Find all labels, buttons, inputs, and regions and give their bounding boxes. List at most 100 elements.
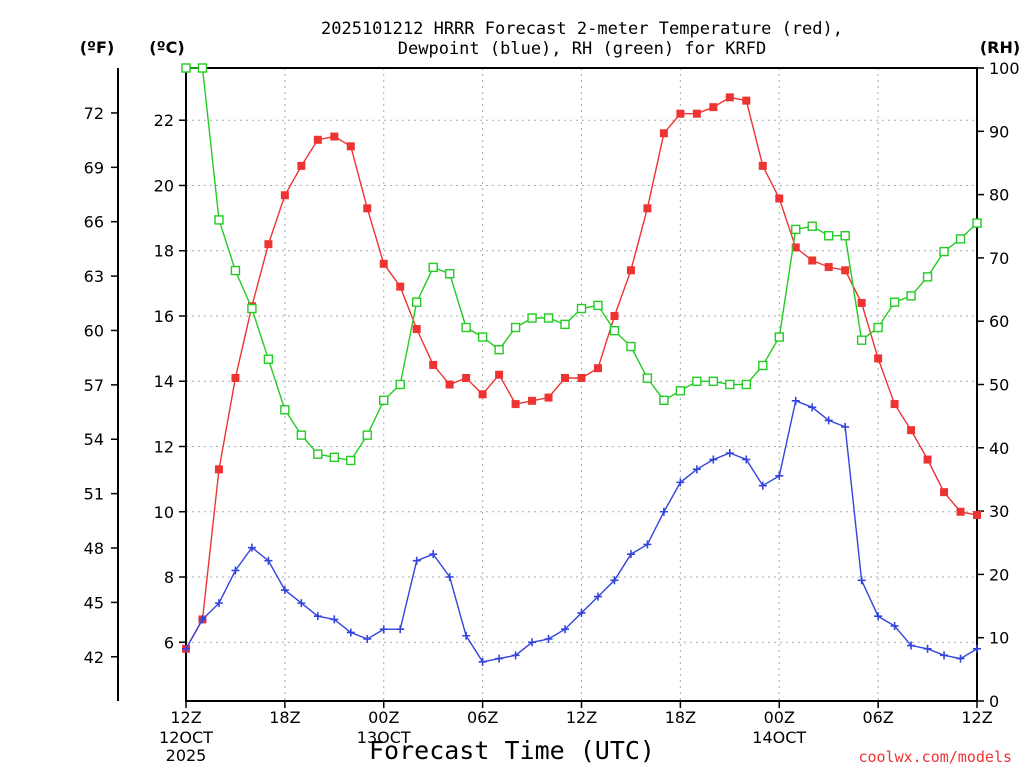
fahrenheit-tick-label: 48 xyxy=(84,539,104,558)
dewpoint-point xyxy=(956,654,965,663)
temperature-point xyxy=(907,426,916,435)
rh-point xyxy=(626,341,636,352)
rh-point xyxy=(873,322,883,333)
rh-tick-label: 90 xyxy=(989,122,1009,141)
dewpoint-point xyxy=(610,576,619,585)
fahrenheit-tick-label: 42 xyxy=(84,648,104,667)
x-tick-date-label: 12OCT xyxy=(159,728,213,747)
dewpoint-point xyxy=(643,540,652,549)
dewpoint-point xyxy=(676,478,685,487)
temperature-point xyxy=(956,507,965,516)
rh-point xyxy=(181,63,191,73)
temperature-point xyxy=(973,511,981,520)
dewpoint-point xyxy=(561,625,570,634)
data-series xyxy=(181,63,982,666)
temperature-point xyxy=(791,243,800,252)
rh-point xyxy=(263,354,274,364)
dewpoint-point xyxy=(692,465,701,474)
rh-point xyxy=(230,265,241,276)
x-tick-date-label: 13OCT xyxy=(357,728,411,747)
temperature-series xyxy=(182,93,981,653)
temperature-point xyxy=(429,360,438,369)
temperature-point xyxy=(396,282,405,291)
fahrenheit-tick-label: 63 xyxy=(84,267,104,286)
credit-link[interactable]: coolwx.com/models xyxy=(858,748,1012,766)
temperature-point xyxy=(330,132,339,141)
fahrenheit-tick-label: 69 xyxy=(84,158,104,177)
rh-point xyxy=(593,300,603,311)
x-axis-title: Forecast Time (UTC) xyxy=(369,736,655,765)
rh-point xyxy=(922,272,933,282)
rh-tick-label: 40 xyxy=(989,439,1009,458)
x-tick-label: 12Z xyxy=(566,708,597,727)
dewpoint-point xyxy=(577,608,586,617)
rh-point xyxy=(840,231,850,241)
temperature-point xyxy=(742,96,751,105)
rh-unit-label: (RH) xyxy=(980,38,1020,57)
dewpoint-point xyxy=(330,615,339,624)
dewpoint-point xyxy=(264,556,273,565)
rh-point xyxy=(774,332,784,342)
temperature-point xyxy=(379,259,388,268)
temperature-point xyxy=(676,109,685,118)
rh-point xyxy=(197,63,208,73)
celsius-tick-label: 6 xyxy=(164,633,174,652)
temperature-point xyxy=(528,396,537,405)
celsius-tick-label: 22 xyxy=(154,111,174,130)
rh-point xyxy=(247,303,257,314)
dewpoint-point xyxy=(725,449,734,458)
chart-title-line1: 2025101212 HRRR Forecast 2-meter Tempera… xyxy=(321,19,843,39)
temperature-point xyxy=(610,311,619,320)
dewpoint-point xyxy=(379,625,388,634)
rh-point xyxy=(708,376,719,387)
temperature-point xyxy=(643,204,652,213)
dewpoint-point xyxy=(907,641,916,650)
x-tick-label: 06Z xyxy=(467,708,498,727)
fahrenheit-tick-label: 54 xyxy=(84,430,104,449)
temperature-point xyxy=(412,325,421,334)
x-tick-label: 18Z xyxy=(665,708,696,727)
rh-point xyxy=(494,344,504,355)
rh-point xyxy=(560,319,570,330)
temperature-point xyxy=(462,373,471,382)
celsius-tick-label: 12 xyxy=(154,437,174,456)
rh-point xyxy=(972,218,982,228)
dewpoint-point xyxy=(429,550,438,559)
rh-point xyxy=(313,449,323,459)
dewpoint-point xyxy=(758,481,767,490)
temperature-point xyxy=(346,142,355,151)
fahrenheit-tick-label: 45 xyxy=(84,593,104,612)
x-tick-label: 00Z xyxy=(368,708,399,727)
rh-point xyxy=(642,373,653,383)
rh-point xyxy=(543,313,554,323)
rh-tick-label: 50 xyxy=(989,376,1009,395)
rh-point xyxy=(329,452,340,462)
celsius-tick-label: 16 xyxy=(154,307,174,326)
rh-point xyxy=(379,395,389,406)
rh-point xyxy=(823,231,834,241)
rh-point xyxy=(939,246,949,257)
dewpoint-point xyxy=(593,592,602,601)
temperature-point xyxy=(214,465,223,474)
celsius-tick-label: 10 xyxy=(154,503,174,522)
dewpoint-point xyxy=(659,507,668,516)
temperature-point xyxy=(313,135,322,144)
fahrenheit-tick-label: 51 xyxy=(84,485,104,504)
dewpoint-point xyxy=(247,543,256,552)
rh-point xyxy=(362,430,372,440)
temperature-point xyxy=(824,263,833,272)
dewpoint-point xyxy=(214,599,223,608)
temperature-point xyxy=(363,204,372,213)
dewpoint-point xyxy=(973,644,981,653)
rh-point xyxy=(346,455,356,466)
temperature-point xyxy=(231,373,240,382)
rh-point xyxy=(214,215,224,225)
dewpoint-point xyxy=(511,651,520,660)
temperature-point xyxy=(626,266,635,275)
dewpoint-point xyxy=(280,586,289,595)
rh-tick-label: 0 xyxy=(989,692,999,711)
rh-point xyxy=(609,325,620,336)
dewpoint-point xyxy=(231,566,240,575)
dewpoint-point xyxy=(791,396,800,405)
